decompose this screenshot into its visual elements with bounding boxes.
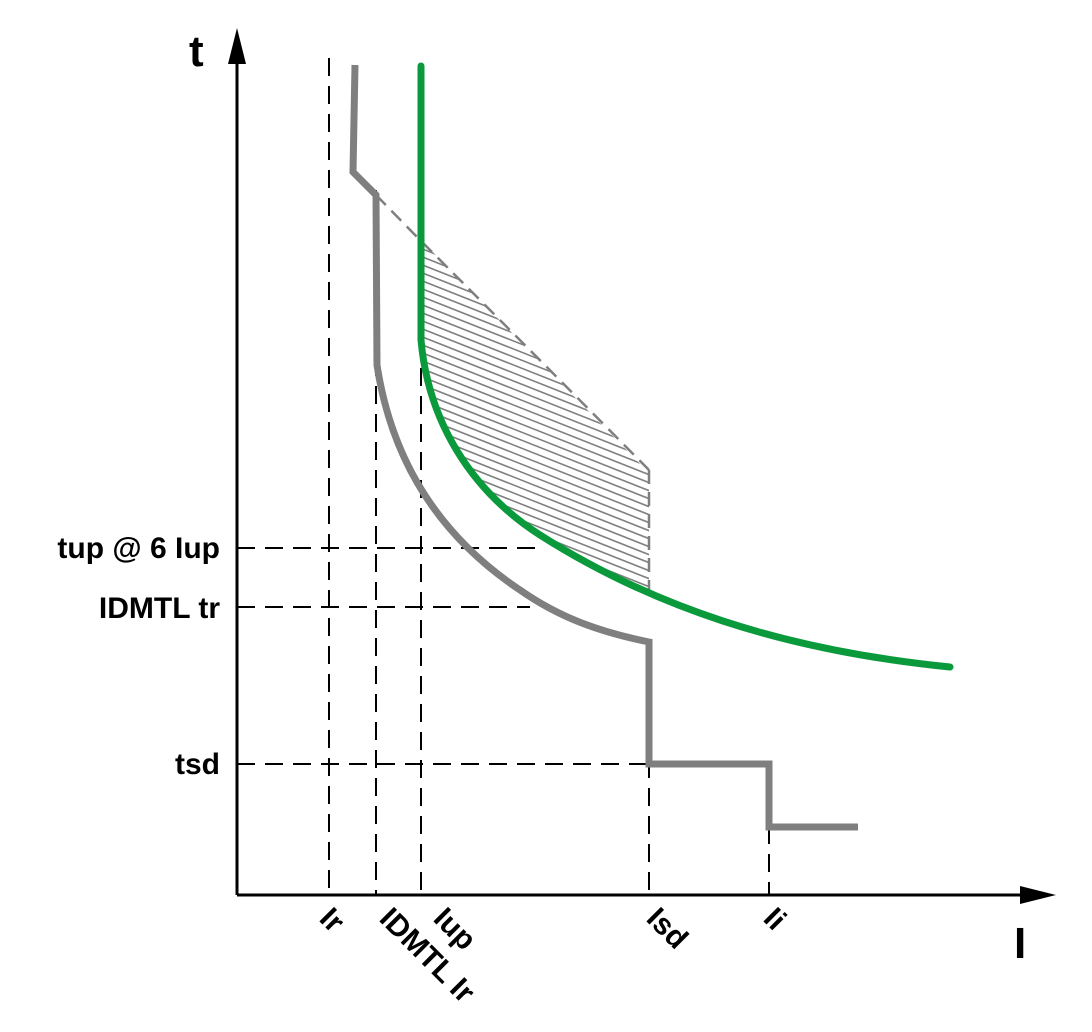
hatch-line [421, 285, 649, 382]
x-axis-label: I [1014, 919, 1026, 968]
curve-extension-dashed [375, 194, 650, 471]
protection-trip-curve [349, 64, 858, 831]
tup-label: tup @ 6 Iup [57, 532, 220, 565]
idmtl-tr-label: IDMTL tr [99, 592, 220, 625]
hatch-line [421, 349, 649, 446]
hatch-line [415, 606, 655, 701]
hatch-line [421, 509, 649, 593]
isd-label: Isd [640, 902, 694, 956]
hatch-line [421, 389, 649, 486]
hatch-line [415, 614, 655, 709]
hatch-line [421, 269, 649, 366]
hatch-line [421, 413, 649, 510]
hatch-line [421, 261, 649, 358]
hatch-line [421, 493, 649, 590]
hatch-line [421, 325, 649, 422]
hatch-line [421, 573, 649, 593]
hatch-line [421, 240, 649, 326]
hatch-line [421, 541, 649, 593]
hatch-line [421, 405, 649, 502]
ii-label: Ii [757, 902, 792, 937]
hatch-line [421, 437, 649, 534]
hatch-line [421, 317, 649, 414]
hatch-line [421, 469, 649, 566]
hatch-line [421, 309, 649, 406]
ir-label: Ir [313, 902, 351, 940]
hatch-line [421, 301, 649, 398]
hatch-line [421, 277, 649, 374]
hatch-line [421, 365, 649, 462]
y-axis-arrow [228, 28, 246, 64]
hatch-line [421, 373, 649, 470]
hatch-line [421, 293, 649, 390]
upstream-trip-curve [417, 62, 954, 671]
hatch-line [421, 461, 649, 558]
hatch-line [415, 598, 655, 693]
hatch-line [421, 381, 649, 478]
hatch-line [421, 245, 649, 342]
hatch-line [421, 397, 649, 494]
hatch-line [421, 240, 649, 334]
hatch-line [421, 557, 649, 593]
hatch-line [421, 421, 649, 518]
hatch-line [421, 333, 649, 430]
hatch-line [421, 253, 649, 350]
y-axis-label: t [189, 27, 204, 76]
tsd-label: tsd [175, 748, 220, 781]
x-axis-arrow [1020, 886, 1056, 904]
